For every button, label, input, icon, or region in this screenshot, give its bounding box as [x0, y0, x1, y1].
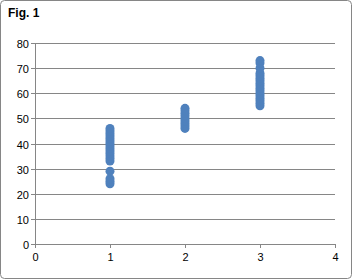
- grid-line: [35, 144, 335, 145]
- points: [106, 56, 265, 188]
- grid-line: [35, 68, 335, 69]
- x-tick: [35, 244, 36, 248]
- x-tick-label: 2: [182, 251, 188, 263]
- grid-line: [35, 219, 335, 220]
- y-tick: [31, 43, 35, 44]
- x-tick-label: 3: [257, 251, 263, 263]
- y-tick: [31, 194, 35, 195]
- y-tick: [31, 169, 35, 170]
- y-tick-label: 60: [17, 88, 29, 100]
- x-tick: [185, 244, 186, 248]
- x-tick: [110, 244, 111, 248]
- grid-line: [35, 93, 335, 94]
- point: [106, 124, 115, 133]
- grid-line: [35, 194, 335, 195]
- y-tick-label: 10: [17, 214, 29, 226]
- grid-line: [35, 43, 335, 44]
- y-tick-label: 70: [17, 63, 29, 75]
- y-tick-label: 0: [23, 239, 29, 251]
- y-tick-label: 30: [17, 164, 29, 176]
- point: [106, 167, 115, 176]
- y-tick: [31, 118, 35, 119]
- x-tick: [335, 244, 336, 248]
- y-tick-label: 50: [17, 113, 29, 125]
- chart: Fig. 1 0 10 20 30 40 50 60 70 80 0 1 2 3 4: [0, 0, 352, 279]
- y-tick: [31, 219, 35, 220]
- y-tick-label: 80: [17, 38, 29, 50]
- y-tick-label: 40: [17, 139, 29, 151]
- chart-frame: [1, 1, 352, 279]
- x-tick-label: 4: [332, 251, 338, 263]
- x-tick-label: 1: [107, 251, 113, 263]
- y-tick: [31, 244, 35, 245]
- y-tick-label: 20: [17, 189, 29, 201]
- y-tick: [31, 93, 35, 94]
- point: [181, 104, 190, 113]
- point: [256, 56, 265, 65]
- chart-title: Fig. 1: [8, 6, 40, 20]
- x-tick: [260, 244, 261, 248]
- y-tick: [31, 68, 35, 69]
- x-tick-label: 0: [32, 251, 38, 263]
- y-tick: [31, 144, 35, 145]
- y-axis: [35, 43, 36, 244]
- grid-line: [35, 169, 335, 170]
